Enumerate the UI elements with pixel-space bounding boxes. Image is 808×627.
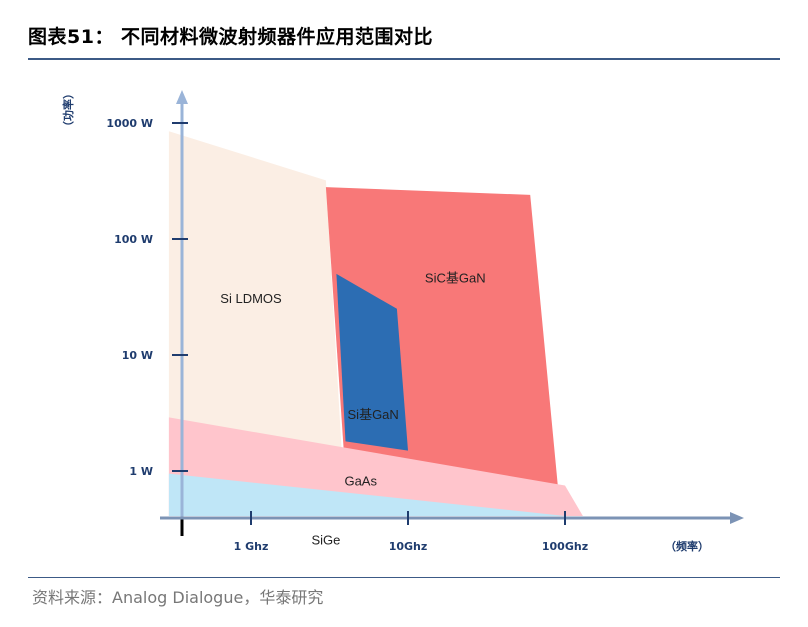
region-0	[168, 131, 346, 516]
y-tick-label-3: 1000 W	[106, 117, 153, 130]
y-axis-arrow	[176, 90, 188, 104]
y-tick-label-2: 100 W	[114, 233, 153, 246]
region-label-0: Si LDMOS	[220, 291, 282, 306]
footer-rule	[28, 577, 780, 578]
region-label-3: GaAs	[344, 474, 377, 489]
region-label-2: Si基GaN	[348, 407, 399, 422]
x-tick-label-2: 100Ghz	[542, 540, 588, 553]
x-tick-label-1: 10Ghz	[389, 540, 428, 553]
x-axis-arrow	[730, 512, 744, 524]
region-label-4: SiGe	[311, 532, 340, 547]
x-tick-label-0: 1 Ghz	[234, 540, 269, 553]
figure-title: 图表51： 不同材料微波射频器件应用范围对比	[28, 26, 434, 48]
y-axis-title: （功率）	[61, 88, 75, 132]
source-note: 资料来源：Analog Dialogue，华泰研究	[32, 588, 324, 607]
y-tick-label-0: 1 W	[129, 465, 153, 478]
region-2	[336, 273, 408, 451]
title-rule	[28, 58, 780, 60]
region-label-1: SiC基GaN	[425, 271, 486, 286]
x-axis-title: （频率）	[665, 539, 709, 553]
y-tick-label-1: 10 W	[122, 349, 153, 362]
region-4	[168, 473, 583, 516]
